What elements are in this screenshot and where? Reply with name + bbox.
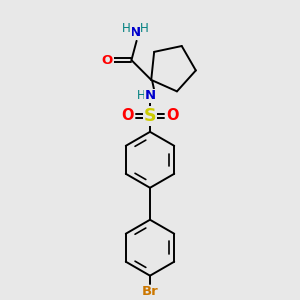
Text: H: H	[136, 89, 146, 102]
Text: O: O	[167, 108, 179, 123]
Text: H: H	[140, 22, 149, 35]
Text: Br: Br	[142, 285, 158, 298]
Text: O: O	[102, 54, 113, 67]
Text: H: H	[122, 22, 131, 35]
Text: O: O	[121, 108, 133, 123]
Text: S: S	[144, 107, 156, 125]
Text: N: N	[130, 26, 141, 39]
Text: N: N	[144, 89, 156, 102]
